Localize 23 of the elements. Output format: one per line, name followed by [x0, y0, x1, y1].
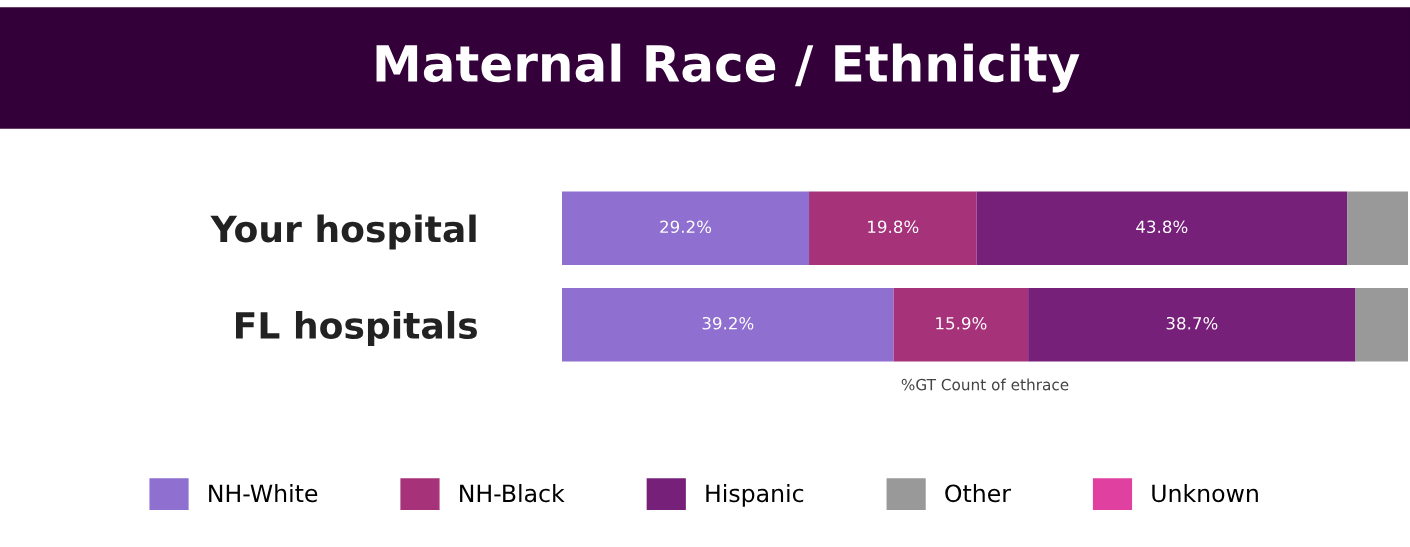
- bar: [1028, 288, 1356, 362]
- data-label: 15.9%: [936, 316, 987, 330]
- legend-label: Hispanic: [706, 483, 804, 507]
- bar: [1355, 288, 1408, 362]
- data-label: 38.7%: [1166, 316, 1218, 330]
- bar: [562, 191, 810, 265]
- y-tick-label: FL hospitals: [236, 311, 477, 346]
- legend-label: Unknown: [1152, 483, 1258, 503]
- legend-label: Other: [945, 483, 1011, 503]
- data-label: 29.2%: [660, 220, 712, 234]
- bar: [976, 191, 1348, 265]
- bar: [562, 288, 894, 362]
- data-label: 43.8%: [1136, 220, 1188, 234]
- x-axis-title: %GT Count of ethrace: [901, 378, 1069, 391]
- data-label: 19.8%: [868, 220, 919, 234]
- legend-label: NH-White: [209, 483, 318, 503]
- bar: [809, 191, 977, 265]
- data-label: 39.2%: [702, 316, 754, 330]
- chart-title: Maternal Race / Ethnicity: [376, 43, 1080, 93]
- bar: [1347, 191, 1408, 265]
- bar: [893, 288, 1029, 362]
- legend-label: NH-Black: [460, 483, 565, 503]
- y-tick-label: Your hospital: [210, 214, 476, 250]
